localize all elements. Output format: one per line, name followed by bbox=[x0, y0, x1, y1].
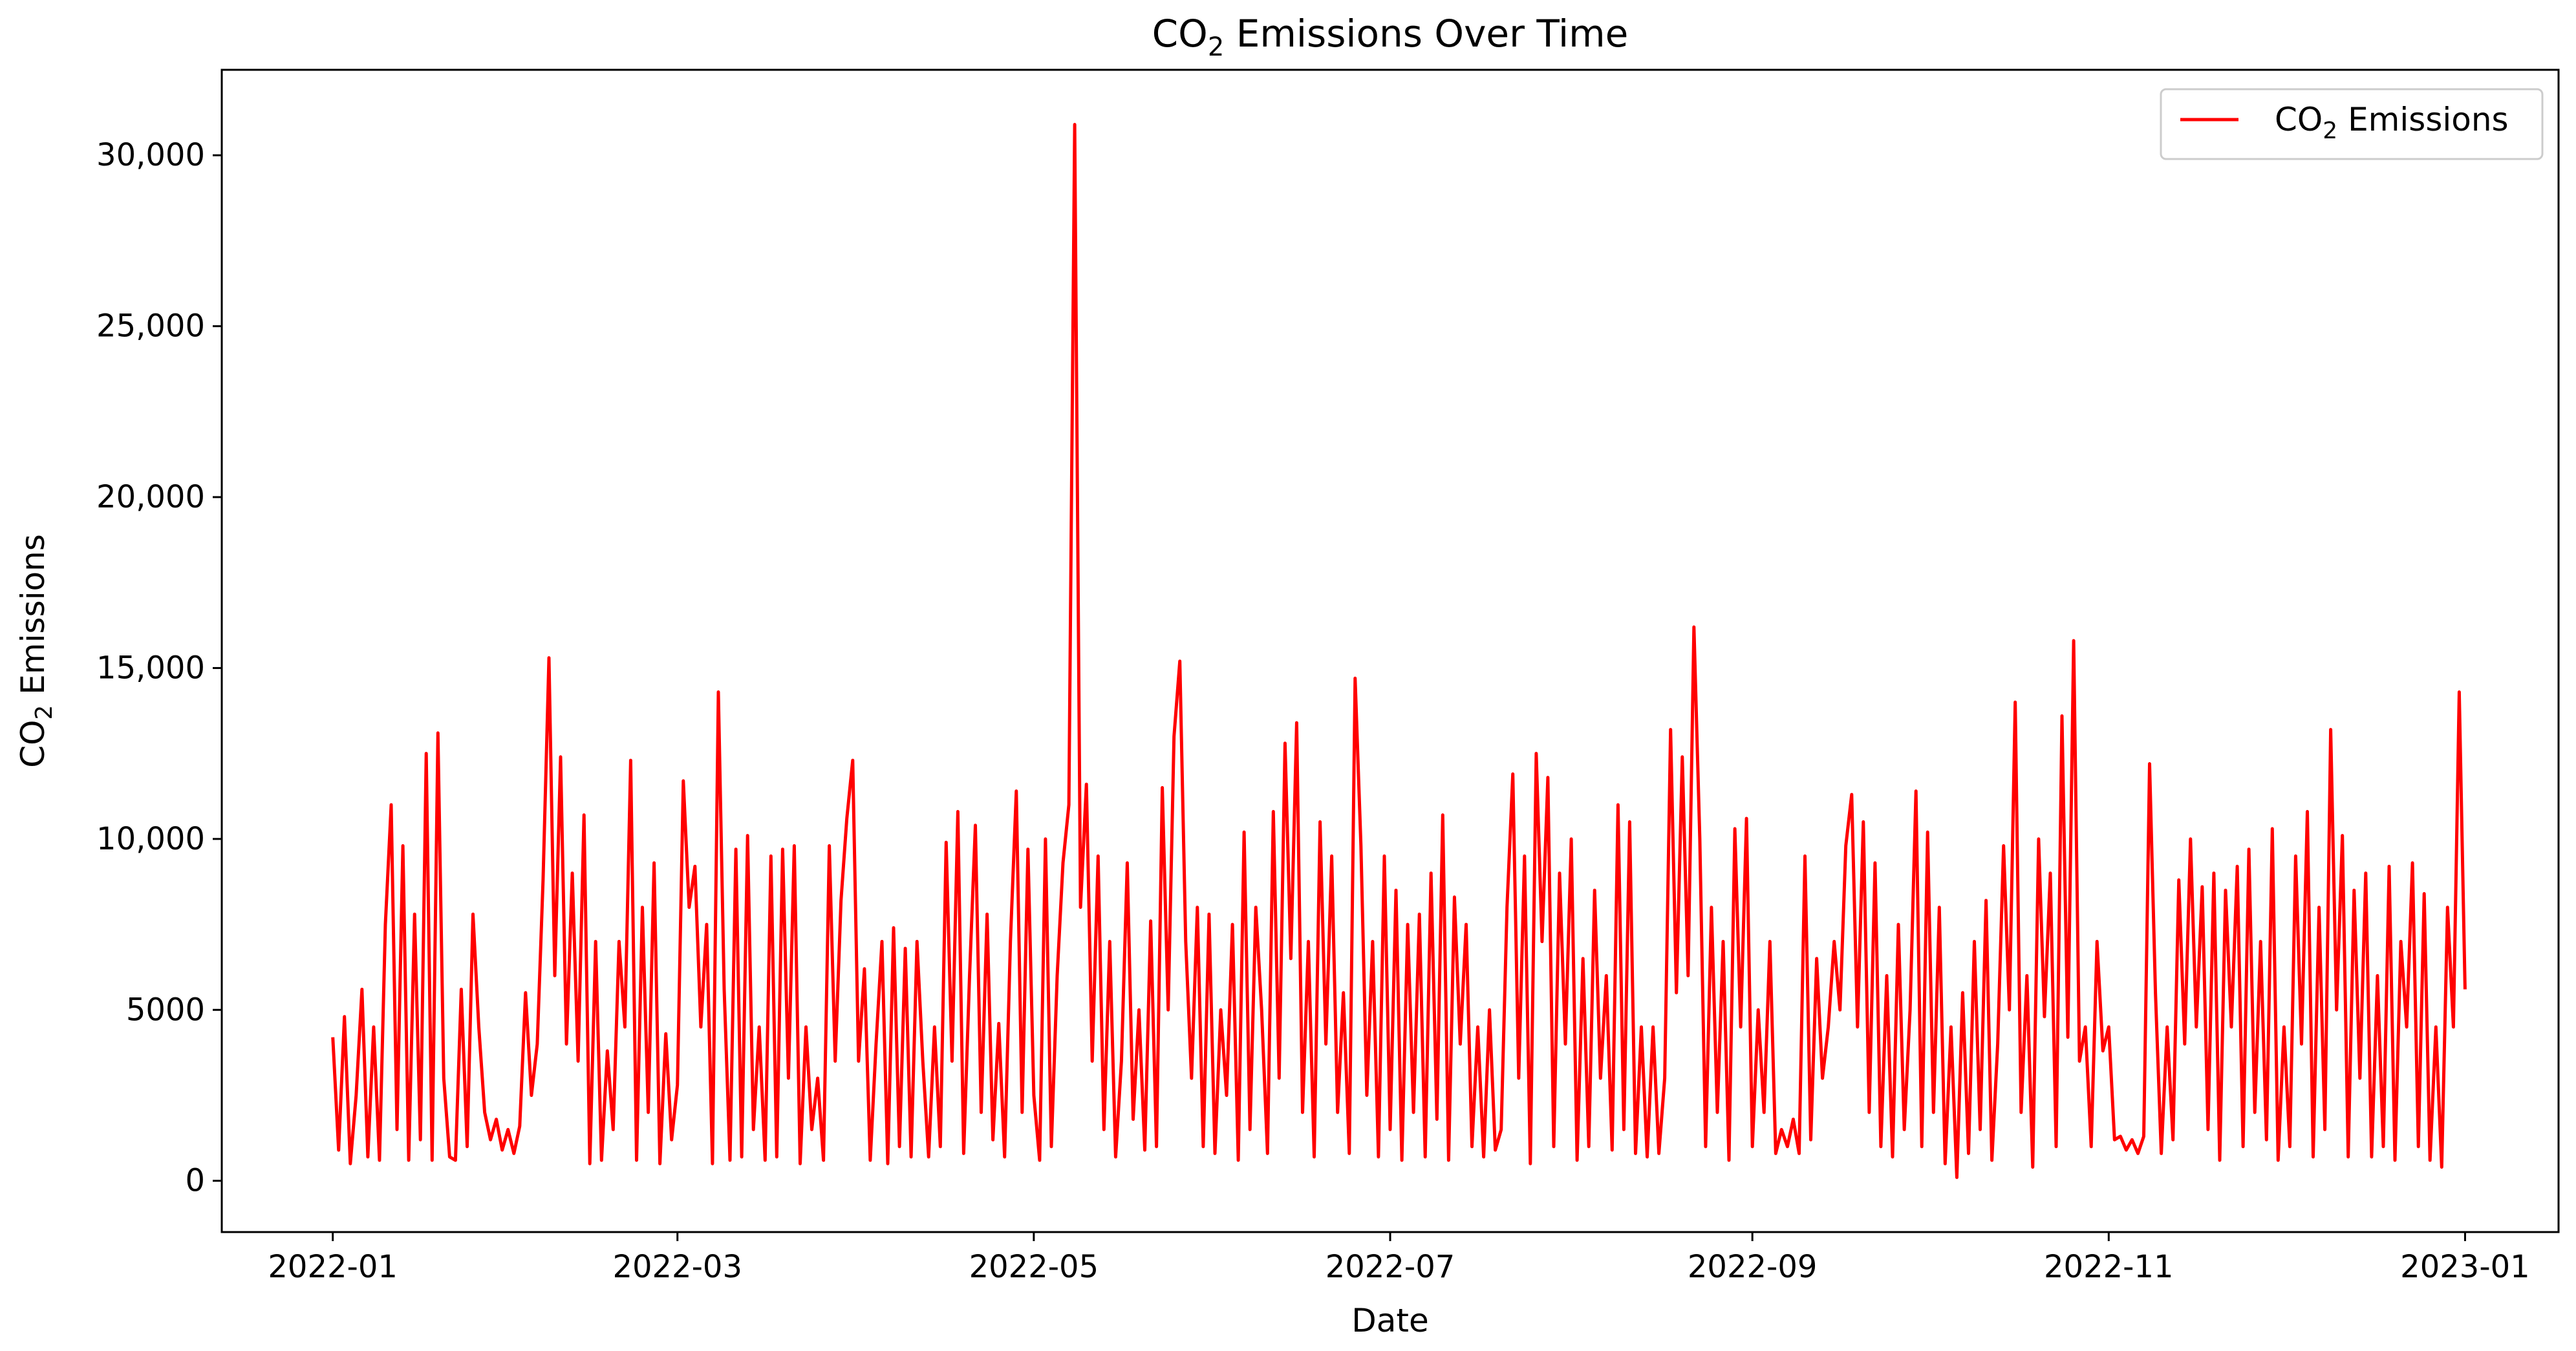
x-axis: 2022-01 2022-03 2022-05 2022-07 2022-09 2022-… bbox=[268, 1232, 2530, 1285]
legend: CO2 Emissions bbox=[2160, 88, 2544, 160]
series-layer bbox=[331, 123, 2467, 1179]
x-tick-label: 2022-05 bbox=[969, 1249, 1099, 1285]
x-tick-label: 2022-03 bbox=[612, 1249, 742, 1285]
legend-label: CO2 Emissions bbox=[2275, 101, 2509, 144]
y-tick-label: 25,000 bbox=[96, 308, 205, 345]
x-tick-label: 2022-09 bbox=[1688, 1249, 1818, 1285]
y-tick-label: 10,000 bbox=[96, 821, 205, 857]
x-axis-title: Date bbox=[1351, 1302, 1429, 1339]
chart-title: CO2 Emissions Over Time bbox=[1152, 12, 1629, 62]
y-tick-label: 0 bbox=[185, 1163, 205, 1199]
x-tick-label: 2022-07 bbox=[1326, 1249, 1455, 1285]
series-line-co2-emissions bbox=[331, 123, 2467, 1179]
x-tick-label: 2023-01 bbox=[2400, 1249, 2530, 1285]
x-tick-label: 2022-11 bbox=[2044, 1249, 2174, 1285]
x-tick-label: 2022-01 bbox=[268, 1249, 398, 1285]
y-axis-title: CO2 Emissions bbox=[14, 534, 58, 768]
y-tick-label: 20,000 bbox=[96, 479, 205, 515]
y-tick-label: 30,000 bbox=[96, 137, 205, 173]
y-tick-label: 5000 bbox=[126, 992, 205, 1028]
y-axis: 0 5000 10,000 15,000 20,000 25,000 30,000 bbox=[96, 137, 222, 1199]
y-tick-label: 15,000 bbox=[96, 650, 205, 686]
legend-box bbox=[2160, 88, 2544, 160]
